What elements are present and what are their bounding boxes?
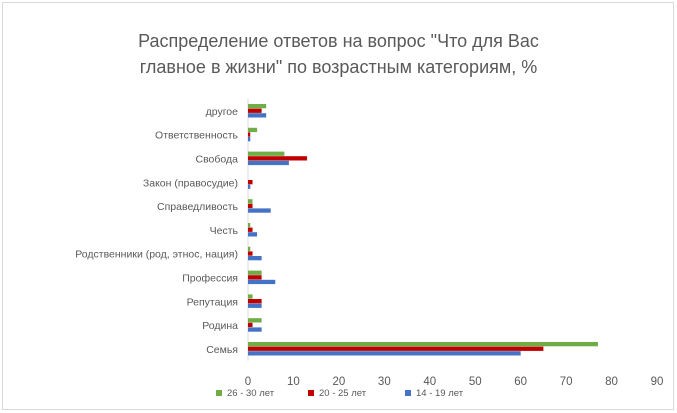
category-label: Профессия (182, 273, 238, 285)
bar (248, 223, 251, 228)
legend-label: 26 - 30 лет (227, 388, 275, 399)
bar (248, 246, 251, 252)
chart-title: Распределение ответов на вопрос "Что для… (0, 28, 677, 80)
bar (248, 108, 262, 113)
bar (248, 303, 262, 308)
bar (248, 151, 285, 156)
bar (248, 180, 253, 185)
category-label: Честь (210, 225, 239, 237)
x-tick-label: 50 (469, 376, 482, 388)
bar (248, 299, 262, 304)
category-label: Семья (206, 344, 238, 356)
category-label: Репутация (187, 296, 238, 308)
category-label: Справедливость (157, 201, 238, 213)
bar (248, 318, 262, 323)
bar (248, 104, 267, 109)
legend-swatch (405, 390, 411, 396)
chart-title-line-1: Распределение ответов на вопрос "Что для… (138, 31, 539, 51)
legend-swatch (216, 390, 222, 396)
x-tick-label: 30 (378, 376, 391, 388)
x-tick-label: 20 (332, 376, 345, 388)
bar (248, 342, 598, 347)
bar (248, 184, 251, 189)
bar (248, 203, 253, 209)
x-tick-label: 60 (514, 376, 527, 388)
bar (248, 346, 544, 351)
bar (248, 270, 262, 275)
legend-label: 20 - 25 лет (319, 388, 367, 399)
category-label: Родина (202, 320, 238, 332)
chart-title-line-2: главное в жизни" по возрастным категория… (139, 57, 538, 77)
x-tick-label: 70 (560, 376, 573, 388)
bar (248, 137, 251, 142)
category-label: Ответственность (155, 130, 238, 142)
category-label: другое (206, 106, 239, 118)
bar (248, 351, 521, 356)
x-tick-label: 10 (287, 376, 300, 388)
bar (248, 227, 253, 232)
bar (248, 256, 262, 261)
bar (248, 294, 253, 299)
bar (248, 127, 258, 133)
bar (248, 327, 262, 332)
bar (248, 322, 253, 328)
bar (248, 156, 308, 161)
bar (248, 113, 267, 118)
bar (248, 251, 253, 256)
bar (248, 208, 271, 213)
bar (248, 275, 262, 280)
x-tick-label: 0 (245, 376, 251, 388)
bar (248, 232, 258, 237)
category-label: Родственники (род, этнос, нация) (75, 249, 238, 261)
legend-swatch (308, 390, 314, 396)
x-tick-label: 80 (605, 376, 618, 388)
legend-label: 14 - 19 лет (416, 388, 464, 399)
bar (248, 279, 276, 285)
bar (248, 160, 289, 166)
bar (248, 199, 253, 204)
x-tick-label: 90 (651, 376, 664, 388)
category-label: Закон (правосудие) (143, 177, 238, 189)
bar (248, 132, 251, 137)
category-label: Свобода (196, 154, 239, 166)
x-tick-label: 40 (423, 376, 436, 388)
